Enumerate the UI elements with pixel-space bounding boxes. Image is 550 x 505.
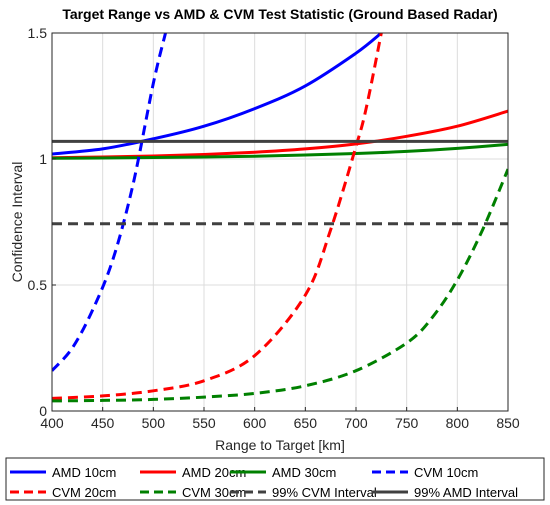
x-tick-label: 800 [446,415,470,431]
series-line-amd-30cm [52,142,508,160]
x-axis-label: Range to Target [km] [215,437,345,453]
legend-label-amd-10cm: AMD 10cm [52,465,116,480]
x-tick-label: 400 [40,415,64,431]
plot-frame [51,32,509,412]
series-line-cvm-10cm [52,33,167,372]
series-line-cvm-30cm [52,168,508,403]
legend-label-amd-30cm: AMD 30cm [272,465,336,480]
y-tick-label: 0.5 [28,277,48,293]
x-tick-label: 600 [243,415,267,431]
legend-label-cvm-20cm: CVM 20cm [52,485,116,500]
series-line-cvm-20cm [52,33,383,400]
x-tick-label: 550 [192,415,216,431]
y-axis-label: Confidence Interval [9,162,25,283]
y-tick-label: 1.5 [28,25,48,41]
x-tick-label: 850 [496,415,520,431]
series-group [52,33,508,403]
legend: AMD 10cm AMD 20cm AMD 30cm CVM 10cm CVM 20cm… [5,457,545,501]
chart-title: Target Range vs AMD & CVM Test Statistic… [62,6,497,22]
x-tick-label: 700 [344,415,368,431]
legend-box [5,457,545,501]
grid [51,32,509,412]
axis-ticks: 400 450 500 550 600 650 700 750 800 850 0 0.5 1 1.5 [28,25,520,431]
legend-label-99-cvm-interval: 99% CVM Interval [272,485,377,500]
y-tick-label: 1 [39,151,47,167]
series-line-amd-10cm [52,33,383,156]
x-tick-label: 500 [142,415,166,431]
legend-label-cvm-10cm: CVM 10cm [414,465,478,480]
legend-label-cvm-30cm: CVM 30cm [182,485,246,500]
y-tick-label: 0 [39,403,47,419]
x-tick-label: 450 [91,415,115,431]
legend-label-amd-20cm: AMD 20cm [182,465,246,480]
legend-label-99-amd-interval: 99% AMD Interval [414,485,518,500]
x-tick-label: 750 [395,415,419,431]
x-tick-label: 650 [294,415,318,431]
